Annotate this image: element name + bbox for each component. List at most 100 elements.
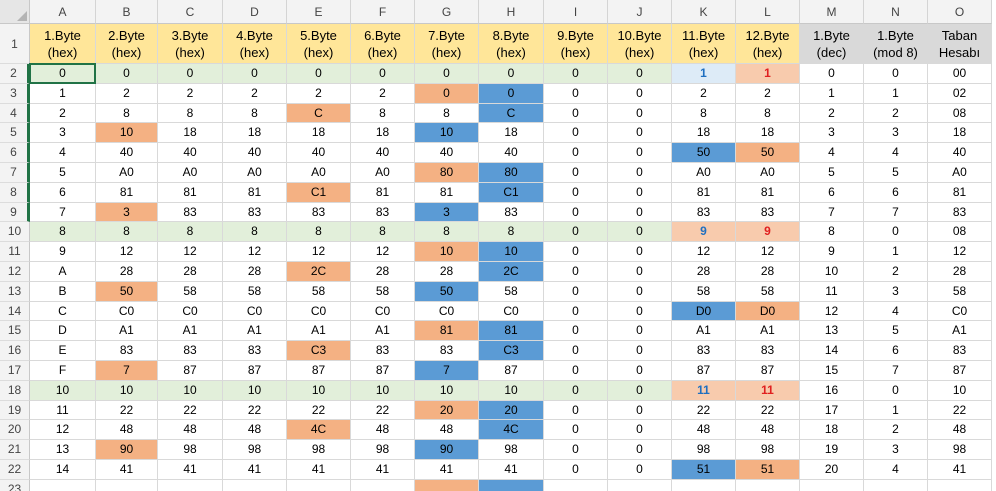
cell-E19[interactable]: 22	[287, 400, 351, 421]
header-cell-C[interactable]: 3.Byte (hex)	[158, 24, 223, 64]
cell-D13[interactable]: 58	[223, 281, 287, 302]
cell-O14[interactable]: C0	[928, 301, 992, 322]
cell-B8[interactable]: 81	[96, 182, 158, 203]
cell-L13[interactable]: 58	[736, 281, 800, 302]
cell-G23[interactable]	[415, 479, 479, 491]
cell-H23[interactable]	[479, 479, 544, 491]
cell-E7[interactable]: A0	[287, 163, 351, 183]
cell-D2[interactable]: 0	[223, 64, 287, 84]
cell-H9[interactable]: 83	[479, 202, 544, 223]
cell-N16[interactable]: 6	[864, 341, 928, 361]
column-header-C[interactable]: C	[158, 0, 223, 24]
cell-M16[interactable]: 14	[800, 341, 864, 361]
cell-I10[interactable]: 0	[544, 222, 608, 243]
cell-E3[interactable]: 2	[287, 83, 351, 104]
cell-H2[interactable]: 0	[479, 64, 544, 84]
cell-A23[interactable]	[30, 479, 96, 491]
cell-D5[interactable]: 18	[223, 123, 287, 144]
cell-B23[interactable]	[96, 479, 158, 491]
column-header-O[interactable]: O	[928, 0, 992, 24]
cell-E20[interactable]: 4C	[287, 420, 351, 441]
cell-I3[interactable]: 0	[544, 83, 608, 104]
cell-C3[interactable]: 2	[158, 83, 223, 104]
cell-I23[interactable]	[544, 479, 608, 491]
cell-B16[interactable]: 83	[96, 341, 158, 361]
row-header-8[interactable]: 8	[0, 182, 30, 203]
cell-M13[interactable]: 11	[800, 281, 864, 302]
header-cell-O[interactable]: Taban Hesabı	[928, 24, 992, 64]
cell-O8[interactable]: 81	[928, 182, 992, 203]
cell-G12[interactable]: 28	[415, 262, 479, 282]
cell-G21[interactable]: 90	[415, 440, 479, 460]
cell-M23[interactable]	[800, 479, 864, 491]
cell-I16[interactable]: 0	[544, 341, 608, 361]
cell-C10[interactable]: 8	[158, 222, 223, 243]
column-header-K[interactable]: K	[672, 0, 736, 24]
cell-J4[interactable]: 0	[608, 103, 672, 124]
cell-O13[interactable]: 58	[928, 281, 992, 302]
cell-L16[interactable]: 83	[736, 341, 800, 361]
cell-B19[interactable]: 22	[96, 400, 158, 421]
cell-N6[interactable]: 4	[864, 143, 928, 163]
cell-M21[interactable]: 19	[800, 440, 864, 460]
cell-I13[interactable]: 0	[544, 281, 608, 302]
cell-M10[interactable]: 8	[800, 222, 864, 243]
cell-K15[interactable]: A1	[672, 321, 736, 342]
row-header-2[interactable]: 2	[0, 64, 30, 84]
cell-D12[interactable]: 28	[223, 262, 287, 282]
cell-J19[interactable]: 0	[608, 400, 672, 421]
cell-B5[interactable]: 10	[96, 123, 158, 144]
cell-D17[interactable]: 87	[223, 361, 287, 381]
select-all-corner[interactable]	[0, 0, 30, 24]
row-header-21[interactable]: 21	[0, 440, 30, 460]
cell-L5[interactable]: 18	[736, 123, 800, 144]
cell-M14[interactable]: 12	[800, 301, 864, 322]
cell-F8[interactable]: 81	[351, 182, 415, 203]
cell-K23[interactable]	[672, 479, 736, 491]
cell-I2[interactable]: 0	[544, 64, 608, 84]
cell-I20[interactable]: 0	[544, 420, 608, 441]
cell-G8[interactable]: 81	[415, 182, 479, 203]
header-cell-K[interactable]: 11.Byte (hex)	[672, 24, 736, 64]
cell-G18[interactable]: 10	[415, 380, 479, 401]
cell-F4[interactable]: 8	[351, 103, 415, 124]
cell-E6[interactable]: 40	[287, 143, 351, 163]
cell-N15[interactable]: 5	[864, 321, 928, 342]
header-cell-H[interactable]: 8.Byte (hex)	[479, 24, 544, 64]
column-header-N[interactable]: N	[864, 0, 928, 24]
cell-M22[interactable]: 20	[800, 460, 864, 480]
cell-A6[interactable]: 4	[30, 143, 96, 163]
cell-K11[interactable]: 12	[672, 242, 736, 262]
cell-F10[interactable]: 8	[351, 222, 415, 243]
cell-K4[interactable]: 8	[672, 103, 736, 124]
cell-H21[interactable]: 98	[479, 440, 544, 460]
column-header-D[interactable]: D	[223, 0, 287, 24]
cell-C9[interactable]: 83	[158, 202, 223, 223]
cell-N3[interactable]: 1	[864, 83, 928, 104]
cell-I7[interactable]: 0	[544, 163, 608, 183]
cell-O17[interactable]: 87	[928, 361, 992, 381]
column-header-B[interactable]: B	[96, 0, 158, 24]
cell-M7[interactable]: 5	[800, 163, 864, 183]
cell-G19[interactable]: 20	[415, 400, 479, 421]
cell-I15[interactable]: 0	[544, 321, 608, 342]
cell-G17[interactable]: 7	[415, 361, 479, 381]
row-header-10[interactable]: 10	[0, 222, 30, 243]
cell-E22[interactable]: 41	[287, 460, 351, 480]
cell-L20[interactable]: 48	[736, 420, 800, 441]
cell-E15[interactable]: A1	[287, 321, 351, 342]
cell-O12[interactable]: 28	[928, 262, 992, 282]
cell-C22[interactable]: 41	[158, 460, 223, 480]
cell-F13[interactable]: 58	[351, 281, 415, 302]
row-header-18[interactable]: 18	[0, 380, 30, 401]
cell-I8[interactable]: 0	[544, 182, 608, 203]
cell-K22[interactable]: 51	[672, 460, 736, 480]
cell-J2[interactable]: 0	[608, 64, 672, 84]
cell-O15[interactable]: A1	[928, 321, 992, 342]
cell-L22[interactable]: 51	[736, 460, 800, 480]
cell-F11[interactable]: 12	[351, 242, 415, 262]
cell-D15[interactable]: A1	[223, 321, 287, 342]
cell-B4[interactable]: 8	[96, 103, 158, 124]
cell-L23[interactable]	[736, 479, 800, 491]
cell-O19[interactable]: 22	[928, 400, 992, 421]
